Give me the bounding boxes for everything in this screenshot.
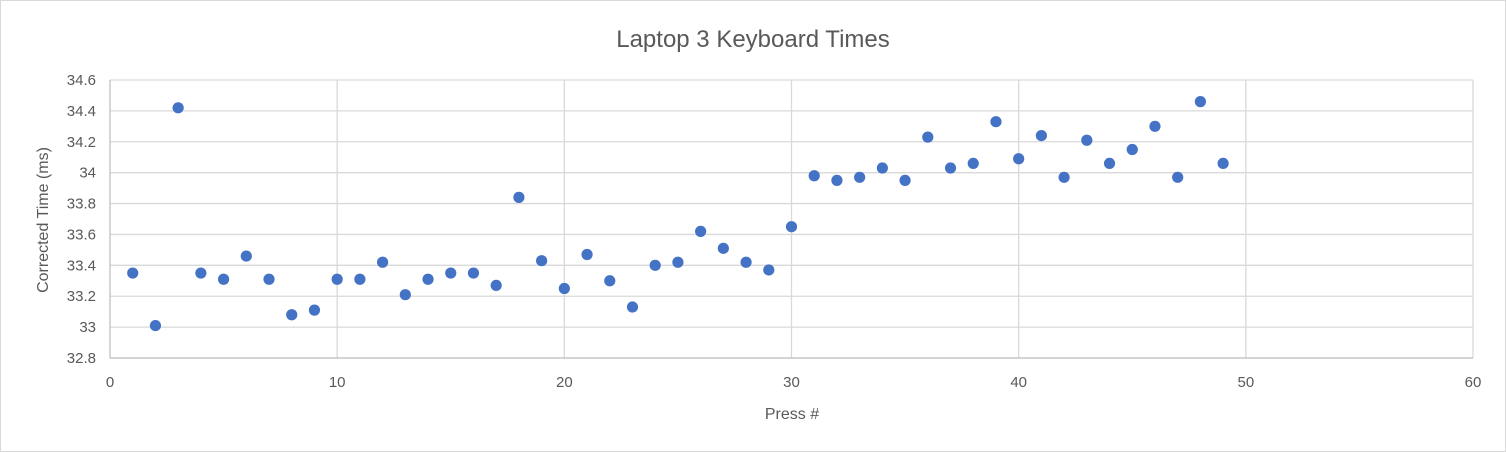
x-tick-label: 30 xyxy=(783,374,800,391)
y-tick-label: 33.8 xyxy=(67,196,96,213)
y-tick-label: 33.4 xyxy=(67,257,96,274)
data-point xyxy=(1058,171,1070,183)
data-point xyxy=(558,282,570,295)
x-tick-label: 0 xyxy=(106,374,114,391)
data-point xyxy=(354,273,366,285)
data-point xyxy=(831,174,843,186)
data-point xyxy=(149,319,162,332)
y-tick-label: 34 xyxy=(79,165,96,182)
data-point xyxy=(944,162,957,174)
y-tick-label: 34.4 xyxy=(67,103,96,120)
axes xyxy=(109,80,1473,359)
data-point xyxy=(626,301,639,313)
x-tick-label: 20 xyxy=(556,374,573,391)
data-point xyxy=(854,171,866,183)
y-tick-label: 32.8 xyxy=(67,350,96,367)
data-point xyxy=(604,275,616,287)
data-point xyxy=(536,255,548,267)
x-tick-label: 40 xyxy=(1010,374,1027,391)
y-tick-label: 34.2 xyxy=(67,134,96,151)
data-point xyxy=(217,273,230,285)
data-point xyxy=(445,267,457,279)
chart-title: Laptop 3 Keyboard Times xyxy=(616,26,890,53)
y-tick-label: 34.6 xyxy=(67,72,96,89)
data-point xyxy=(899,174,911,186)
x-tick-label: 50 xyxy=(1237,374,1254,391)
data-point xyxy=(1103,157,1116,169)
data-point xyxy=(990,116,1002,128)
data-points xyxy=(127,96,1229,332)
data-point xyxy=(717,242,729,254)
x-tick-label: 10 xyxy=(329,374,346,391)
data-point xyxy=(172,102,184,114)
data-point xyxy=(1035,130,1047,142)
data-point xyxy=(467,267,480,279)
data-point xyxy=(513,191,525,203)
data-point xyxy=(240,250,252,262)
data-point xyxy=(695,225,707,237)
data-point xyxy=(1149,120,1161,132)
y-tick-label: 33 xyxy=(79,319,96,336)
data-point xyxy=(649,259,661,271)
data-point xyxy=(1172,171,1184,183)
data-point xyxy=(377,256,389,268)
data-point xyxy=(967,157,979,169)
data-point xyxy=(1013,153,1025,165)
data-point xyxy=(286,309,298,321)
data-point xyxy=(740,256,752,268)
x-tick-label: 60 xyxy=(1465,374,1482,391)
data-point xyxy=(1081,134,1093,146)
data-point xyxy=(808,170,820,182)
data-point xyxy=(490,279,502,292)
data-point xyxy=(672,256,684,268)
data-point xyxy=(195,267,207,279)
data-point xyxy=(581,248,593,261)
data-point xyxy=(422,273,434,285)
data-point xyxy=(922,131,934,143)
data-point xyxy=(763,264,775,276)
data-point xyxy=(785,221,798,233)
y-axis-title: Corrected Time (ms) xyxy=(35,147,52,293)
y-tick-label: 33.6 xyxy=(67,226,96,243)
data-point xyxy=(331,273,343,285)
data-point xyxy=(1126,143,1138,156)
data-point xyxy=(127,267,139,279)
tick-labels: 32.8 33 33.2 33.4 33.6 33.8 34 34.2 34.4 34.6 0 10 2… xyxy=(67,72,1482,391)
data-point xyxy=(263,273,275,285)
gridlines xyxy=(110,79,1474,359)
y-tick-label: 33.2 xyxy=(67,288,96,305)
data-point xyxy=(1194,96,1206,108)
data-point xyxy=(399,289,411,301)
data-point xyxy=(308,304,321,316)
x-axis-title: Press # xyxy=(765,406,819,423)
data-point xyxy=(876,162,888,174)
data-point xyxy=(1217,157,1229,169)
